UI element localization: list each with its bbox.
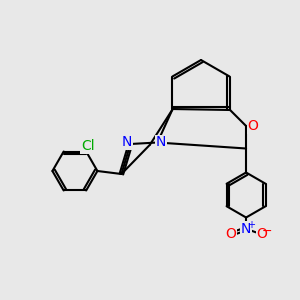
Text: N: N xyxy=(241,222,251,236)
Text: N: N xyxy=(156,136,166,149)
Text: O: O xyxy=(247,119,258,133)
Text: N: N xyxy=(122,136,132,149)
Text: O: O xyxy=(256,227,267,241)
Text: −: − xyxy=(262,225,272,238)
Text: +: + xyxy=(248,220,256,230)
Text: O: O xyxy=(225,227,236,241)
Text: Cl: Cl xyxy=(81,139,94,153)
